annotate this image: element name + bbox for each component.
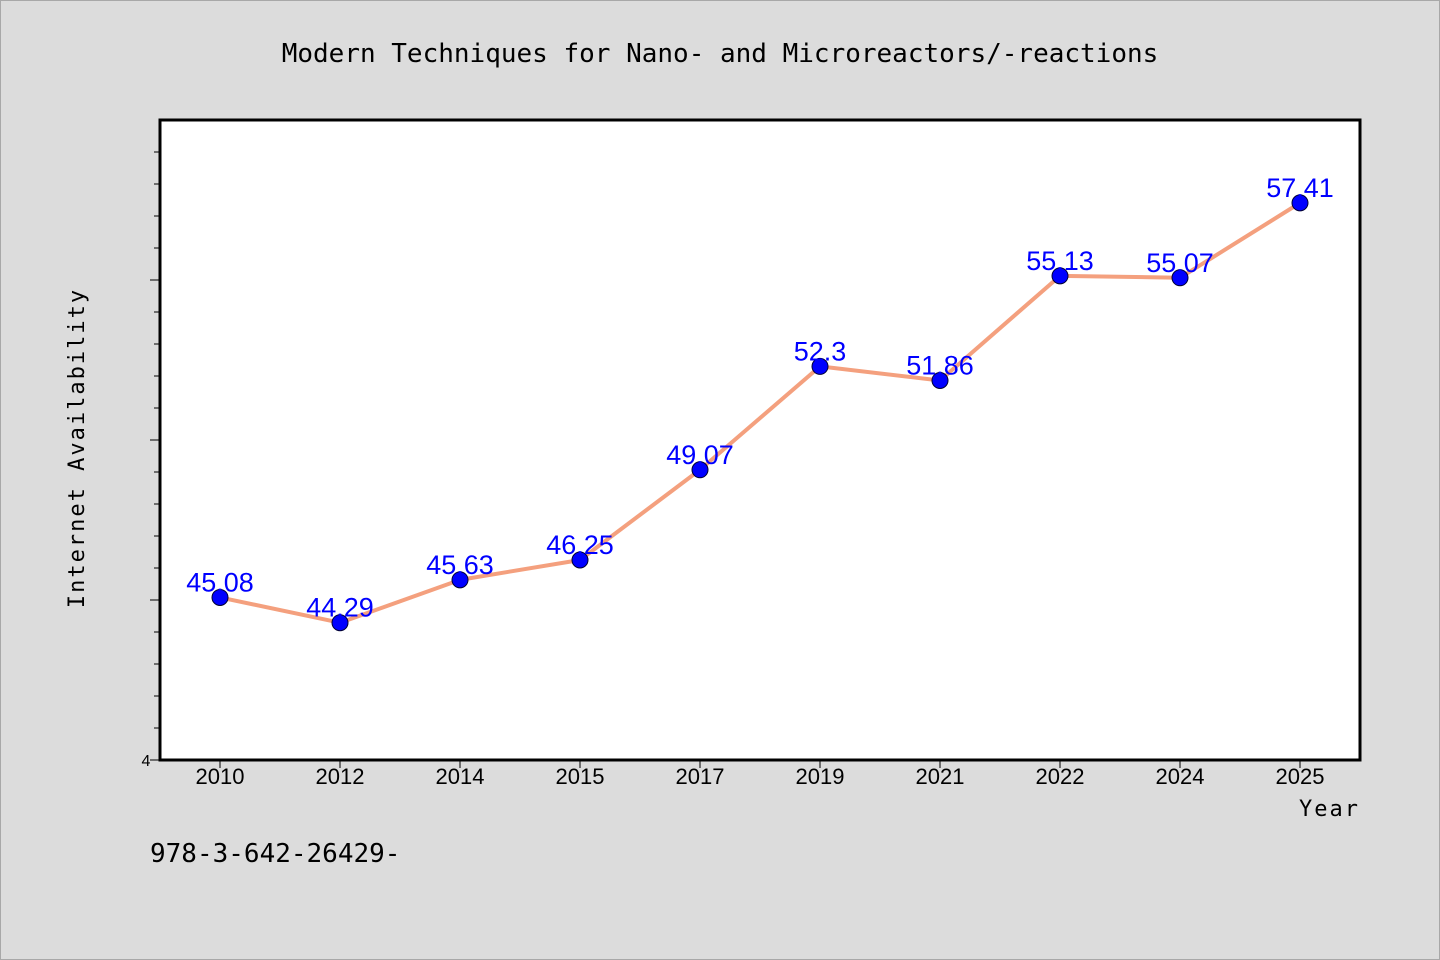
data-label: 55.13 — [1026, 246, 1094, 276]
data-label: 44.29 — [306, 593, 374, 623]
x-tick-label: 2025 — [1276, 764, 1325, 789]
x-tick-label: 2014 — [436, 764, 485, 789]
data-label: 52.3 — [794, 336, 847, 366]
x-tick-label: 2010 — [196, 764, 245, 789]
x-tick-label: 2024 — [1156, 764, 1205, 789]
data-point — [1171, 269, 1189, 287]
data-label: 46.25 — [546, 530, 614, 560]
y-axis-label: Internet Availability — [65, 288, 90, 608]
data-point — [1051, 267, 1069, 285]
data-label: 45.08 — [186, 567, 254, 597]
x-tick-label: 2021 — [916, 764, 965, 789]
y-tick-label: 4 — [142, 753, 151, 770]
series-line — [218, 200, 1302, 625]
data-point — [451, 571, 469, 589]
series-layer: 45.08 44.29 45.63 46.25 49.07 52.3 51.86 55.13 5… — [186, 173, 1334, 632]
data-point — [571, 551, 589, 569]
x-tick-label: 2017 — [676, 764, 725, 789]
data-point — [331, 614, 349, 632]
data-label: 45.63 — [426, 550, 494, 580]
data-label: 49.07 — [666, 440, 734, 470]
plot-area — [158, 118, 1362, 762]
y-axis-ticks — [150, 151, 160, 761]
data-label: 57.41 — [1266, 173, 1334, 203]
x-axis-ticks: 2010 2012 2014 2015 2017 2019 2021 2022 2024 2025 — [196, 760, 1325, 789]
data-point — [811, 357, 829, 375]
data-point — [1291, 194, 1309, 212]
x-axis-label: Year — [1299, 797, 1360, 822]
data-label: 51.86 — [906, 350, 974, 380]
data-label: 55.07 — [1146, 248, 1214, 278]
data-point — [691, 461, 709, 479]
data-point — [931, 371, 949, 389]
x-tick-label: 2015 — [556, 764, 605, 789]
data-point — [211, 588, 229, 606]
x-tick-label: 2022 — [1036, 764, 1085, 789]
chart-title: Modern Techniques for Nano- and Microrea… — [282, 39, 1159, 69]
x-tick-label: 2012 — [316, 764, 365, 789]
x-tick-label: 2019 — [796, 764, 845, 789]
footnote-isbn: 978-3-642-26429- — [150, 839, 400, 869]
